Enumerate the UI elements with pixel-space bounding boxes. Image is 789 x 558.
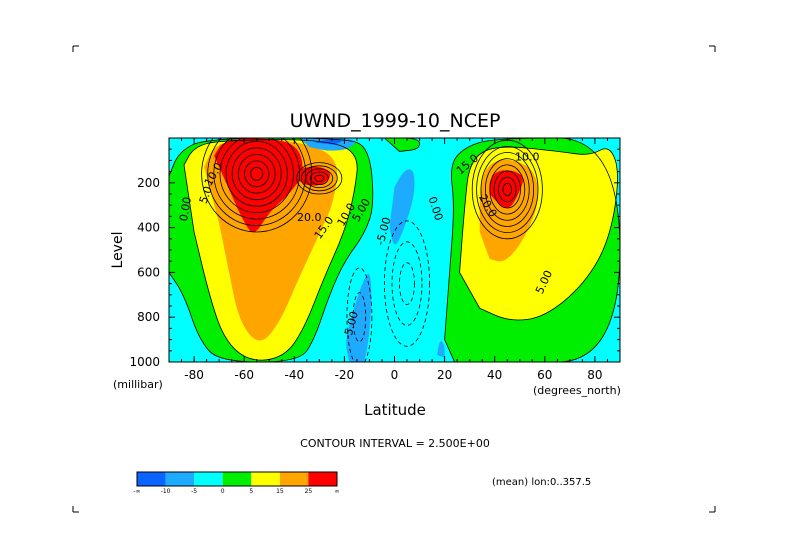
contour-lines (169, 138, 620, 362)
contour-label-1: 5.0 (197, 185, 215, 206)
colorbar-swatch (279, 472, 309, 486)
colorbar-label: 15 (276, 488, 284, 495)
colorbar-swatch (194, 472, 223, 486)
contour-north-jet-1 (502, 182, 513, 197)
x-tick-label: -40 (284, 368, 304, 382)
x-units-label: (degrees_north) (533, 384, 621, 397)
blue-region-small (437, 341, 445, 358)
x-tick-label: -80 (184, 368, 204, 382)
contour-south-jet-4 (231, 147, 282, 201)
contour-lower-easterly-1 (352, 292, 367, 343)
x-tick-label: 40 (487, 368, 502, 382)
x-tick-label: 80 (587, 368, 602, 382)
colorbar-frame (136, 471, 338, 487)
blue-region-equator (389, 169, 415, 245)
average-note: (mean) lon:0..357.5 (492, 477, 591, 488)
colorbar-label: 25 (305, 488, 313, 495)
contour-lower-easterly-2 (346, 267, 373, 362)
x-tick-label: 0 (391, 368, 399, 382)
contour-south-jet-6 (219, 138, 294, 213)
green-region-equator (384, 138, 420, 152)
colorbar-label: ∞ (335, 488, 340, 495)
contour-subtropical-jet-2 (309, 171, 329, 186)
contour-boundary-1 (444, 138, 620, 362)
y-tick-label: 800 (137, 310, 160, 324)
contour-north-jet-4 (489, 164, 526, 215)
y-tick-label: 600 (137, 265, 160, 279)
colorbar-swatch (222, 472, 252, 486)
x-tick-label: -60 (234, 368, 254, 382)
contour-fill (169, 138, 620, 362)
crop-marks (72, 45, 716, 513)
y-axis-label: Level (110, 232, 126, 269)
colorbar-swatch (165, 472, 195, 486)
crop-mark-bottom-right (709, 506, 716, 513)
contour-south-jet-9 (201, 138, 313, 233)
contour-subtropical-jet-1 (314, 174, 325, 182)
contour-south-jet-1 (250, 166, 264, 181)
colorbar-swatch (251, 472, 280, 486)
colorbar: -∞ -10 -5 0 5 15 25 ∞ (133, 471, 340, 495)
contour-subtropical-jet-3 (305, 168, 334, 189)
contour-boundary-4 (459, 146, 618, 321)
contour-north-jet-5 (484, 158, 530, 221)
contour-subtropical-jet-5 (296, 162, 343, 195)
y-tick-label: 200 (137, 176, 160, 190)
contour-south-jet-5 (225, 140, 288, 207)
crop-mark-top-left (72, 45, 79, 52)
crop-mark-top-right (709, 45, 716, 52)
contour-south-jet-7 (213, 138, 300, 220)
colorbar-label: -5 (191, 488, 197, 495)
contour-subtropical-jet-4 (300, 165, 338, 192)
contour-boundary-0 (169, 138, 374, 362)
colorbar-label: -∞ (133, 488, 140, 495)
contour-north-jet-3 (493, 170, 521, 209)
contour-easterly-2 (391, 241, 423, 326)
crop-mark-bottom-left (72, 506, 79, 513)
y-units-label: (millibar) (113, 378, 163, 391)
x-tick-label: 20 (437, 368, 452, 382)
contour-north-jet-2 (498, 176, 517, 203)
contour-label-12: 10.0 (515, 150, 540, 163)
contour-south-jet-3 (237, 154, 276, 194)
contour-north-jet-7 (476, 145, 539, 233)
y-tick-label: 1000 (129, 355, 160, 369)
contour-easterly-3 (383, 220, 430, 347)
contour-label-0: 0.00 (177, 196, 194, 222)
y-tick-label: 400 (137, 221, 160, 235)
x-tick-label: -20 (335, 368, 355, 382)
contour-south-jet-2 (244, 160, 270, 188)
contour-north-jet-6 (480, 152, 534, 227)
colorbar-label: -10 (161, 488, 171, 495)
colorbar-label: 5 (249, 488, 253, 495)
colorbar-swatch (137, 472, 166, 486)
contour-boundary-3 (183, 139, 358, 361)
red-region-north (489, 170, 523, 208)
deep-blue-region (314, 139, 342, 145)
contour-boundary-2 (383, 138, 421, 152)
axis-tick-labels: -80 -60 -40 -20 0 20 40 60 80 200 400 600 800 1000 (129, 176, 602, 382)
x-tick-label: 60 (537, 368, 552, 382)
contour-label-3: 20.0 (297, 211, 322, 224)
chart-title: UWND_1999-10_NCEP (290, 110, 501, 132)
x-axis-label: Latitude (364, 401, 426, 419)
axis-ticks (168, 137, 621, 363)
colorbar-swatch (308, 472, 337, 486)
red-region-south (214, 138, 303, 233)
contour-easterly-1 (399, 262, 415, 305)
contour-interval-label: CONTOUR INTERVAL = 2.500E+00 (300, 437, 490, 450)
colorbar-label: 0 (221, 488, 225, 495)
contour-south-jet-8 (207, 138, 307, 226)
blue-region-lower (346, 274, 372, 362)
